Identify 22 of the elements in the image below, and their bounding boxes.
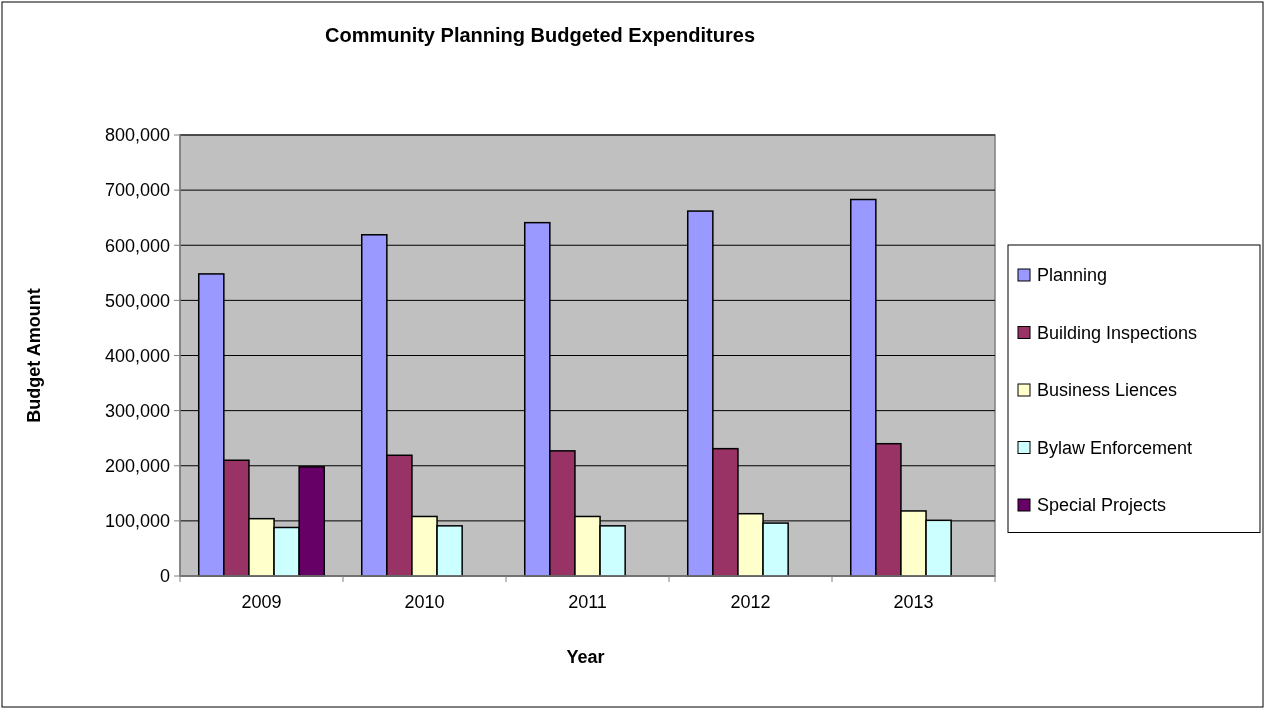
x-tick-label: 2009 (241, 592, 282, 612)
legend-label: Bylaw Enforcement (1037, 437, 1193, 458)
legend-label: Building Inspections (1037, 322, 1198, 343)
y-tick-label: 200,000 (104, 456, 170, 477)
y-tick-label: 0 (159, 566, 170, 587)
legend-label: Business Liences (1037, 380, 1178, 401)
y-tick-label: 300,000 (104, 400, 170, 421)
x-tick-label: 2011 (568, 592, 607, 612)
x-tick-label: 2010 (404, 592, 445, 612)
y-tick-label: 100,000 (104, 511, 170, 532)
y-tick-label: 800,000 (104, 125, 170, 146)
chart-title: Community Planning Budgeted Expenditures (324, 24, 756, 46)
x-axis-title: Year (566, 647, 605, 667)
y-tick-label: 700,000 (104, 180, 170, 201)
x-tick-label: 2012 (730, 592, 771, 612)
y-tick-label: 600,000 (104, 235, 170, 256)
y-tick-label: 400,000 (104, 345, 170, 366)
x-tick-label: 2013 (893, 592, 934, 612)
legend-label: Special Projects (1037, 495, 1167, 516)
legend-label: Planning (1037, 265, 1108, 286)
y-tick-label: 500,000 (104, 290, 170, 311)
y-axis-title: Budget Amount (24, 288, 44, 423)
